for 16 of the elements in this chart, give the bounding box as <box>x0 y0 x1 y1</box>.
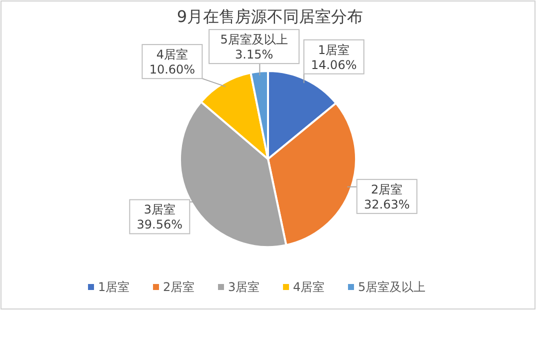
slice-label: 4居室 <box>156 48 188 62</box>
slice-label: 5居室及以上 <box>220 32 288 47</box>
data-label: 39.56% <box>136 218 183 232</box>
data-label: 14.06% <box>310 58 357 72</box>
data-label: 32.63% <box>364 197 410 212</box>
legend-label: 3居室 <box>228 280 260 294</box>
legend-label: 5居室及以上 <box>358 280 426 294</box>
slice-label: 2居室 <box>371 182 403 196</box>
slice-label: 1居室 <box>318 42 350 57</box>
slice-label: 3居室 <box>144 202 176 217</box>
legend-label: 1居室 <box>98 280 130 294</box>
data-label: 10.60% <box>149 62 196 77</box>
legend-label: 2居室 <box>163 280 195 294</box>
legend-label: 4居室 <box>293 280 325 294</box>
chart-title: 9月在售房源不同居室分布 <box>176 7 364 26</box>
data-label: 3.15% <box>235 48 274 62</box>
